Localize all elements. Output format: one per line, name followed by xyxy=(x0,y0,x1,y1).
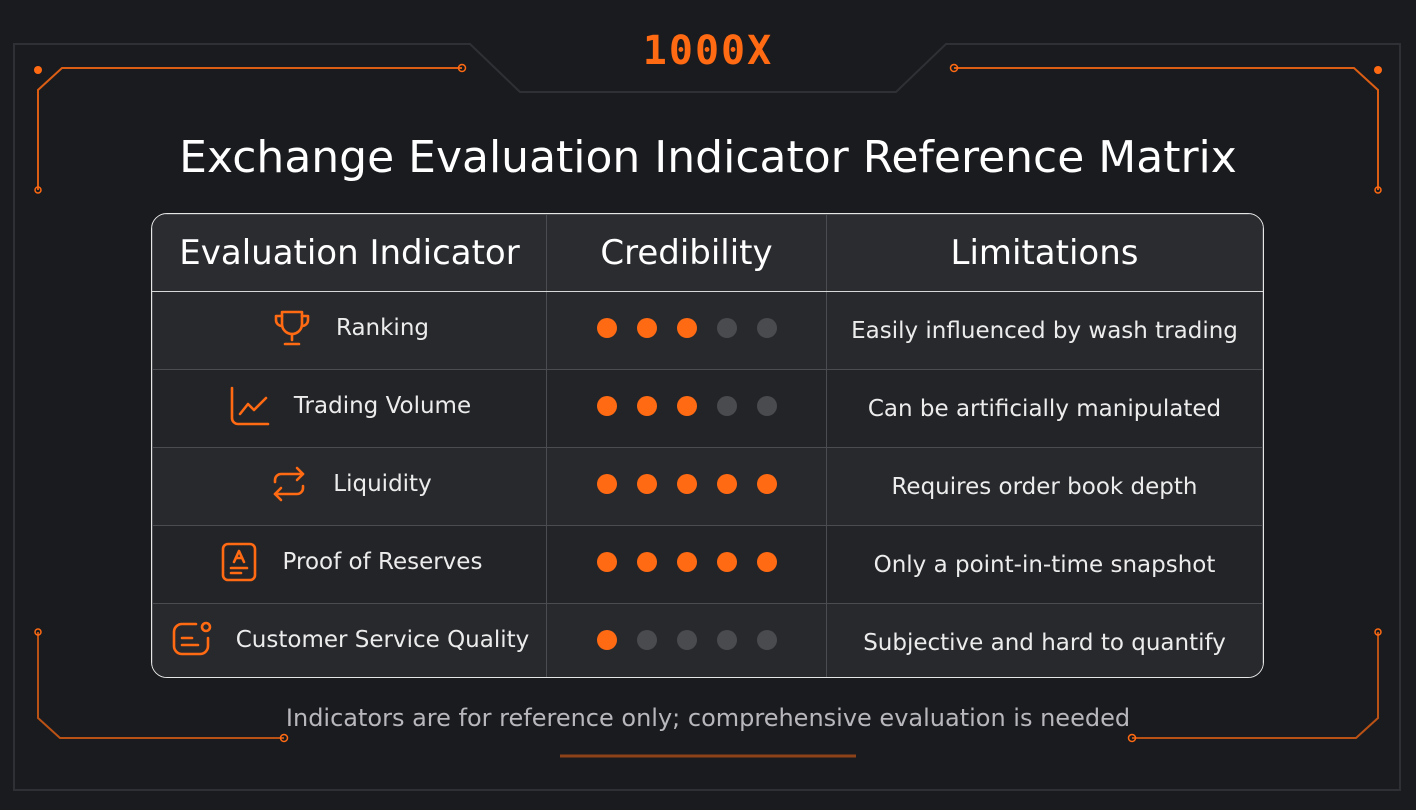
credibility-dot-empty xyxy=(716,629,737,650)
limitation-cell: Can be artificially manipulated xyxy=(826,369,1263,448)
limitation-cell: Subjective and hard to quantify xyxy=(826,603,1263,677)
indicator-label: Proof of Reserves xyxy=(282,548,483,575)
credibility-dot-filled xyxy=(636,551,657,572)
credibility-dot-empty xyxy=(756,395,777,416)
swap-arrows-icon xyxy=(273,466,305,501)
credibility-dots xyxy=(596,395,777,416)
credibility-dot-empty xyxy=(676,629,697,650)
credibility-dot-filled xyxy=(596,317,617,338)
credibility-dot-empty xyxy=(716,395,737,416)
footnote: Indicators are for reference only; compr… xyxy=(285,704,1131,732)
credibility-dot-filled xyxy=(676,395,697,416)
credibility-dot-filled xyxy=(676,317,697,338)
limitation-cell: Easily influenced by wash trading xyxy=(826,291,1263,370)
table-row: Trading Volume Can be artificially manip… xyxy=(152,369,1263,448)
table-header-row: Evaluation Indicator Credibility Limitat… xyxy=(152,214,1263,292)
limitation-cell: Requires order book depth xyxy=(826,447,1263,526)
table-row: Ranking Easily influenced by wash tradin… xyxy=(152,291,1263,370)
credibility-dot-filled xyxy=(596,395,617,416)
credibility-cell xyxy=(546,525,827,604)
indicator-label: Customer Service Quality xyxy=(235,626,530,653)
trophy-icon xyxy=(274,310,310,345)
evaluation-matrix: Evaluation Indicator Credibility Limitat… xyxy=(151,213,1264,678)
brand-logo: 1000X xyxy=(642,28,774,74)
credibility-dot-filled xyxy=(596,473,617,494)
page-title: Exchange Evaluation Indicator Reference … xyxy=(179,132,1237,183)
indicator-label: Liquidity xyxy=(333,470,432,497)
indicator-label: Ranking xyxy=(335,314,430,341)
table-row: Customer Service Quality Subjective and … xyxy=(152,603,1263,677)
indicator-table: Evaluation Indicator Credibility Limitat… xyxy=(152,214,1263,677)
header-limitations: Limitations xyxy=(826,214,1263,292)
credibility-cell xyxy=(546,603,827,677)
indicator-cell: Customer Service Quality xyxy=(152,603,547,677)
credibility-dots xyxy=(596,473,777,494)
credibility-dot-filled xyxy=(636,317,657,338)
credibility-dot-empty xyxy=(716,317,737,338)
indicator-label: Trading Volume xyxy=(293,392,472,419)
credibility-dot-filled xyxy=(596,629,617,650)
header-credibility: Credibility xyxy=(546,214,827,292)
credibility-dot-filled xyxy=(636,473,657,494)
credibility-dot-filled xyxy=(716,551,737,572)
chat-message-icon xyxy=(172,621,212,655)
credibility-dot-empty xyxy=(636,629,657,650)
table-row: Liquidity Requires order book depth xyxy=(152,447,1263,526)
credibility-dot-filled xyxy=(756,473,777,494)
credibility-dot-filled xyxy=(716,473,737,494)
indicator-cell: Liquidity xyxy=(152,447,547,526)
credibility-dot-filled xyxy=(636,395,657,416)
line-chart-icon xyxy=(230,386,270,425)
reserve-document-icon xyxy=(221,542,256,581)
indicator-cell: Proof of Reserves xyxy=(152,525,547,604)
credibility-dot-filled xyxy=(756,551,777,572)
credibility-dots xyxy=(596,551,777,572)
limitation-cell: Only a point-in-time snapshot xyxy=(826,525,1263,604)
credibility-dot-filled xyxy=(676,551,697,572)
credibility-dot-empty xyxy=(756,317,777,338)
credibility-cell xyxy=(546,369,827,448)
table-row: Proof of Reserves Only a point-in-time s… xyxy=(152,525,1263,604)
credibility-dot-filled xyxy=(676,473,697,494)
credibility-dots xyxy=(596,629,777,650)
credibility-cell xyxy=(546,291,827,370)
indicator-cell: Trading Volume xyxy=(152,369,547,448)
indicator-cell: Ranking xyxy=(152,291,547,370)
credibility-cell xyxy=(546,447,827,526)
credibility-dots xyxy=(596,317,777,338)
header-indicator: Evaluation Indicator xyxy=(152,214,547,292)
credibility-dot-filled xyxy=(596,551,617,572)
credibility-dot-empty xyxy=(756,629,777,650)
